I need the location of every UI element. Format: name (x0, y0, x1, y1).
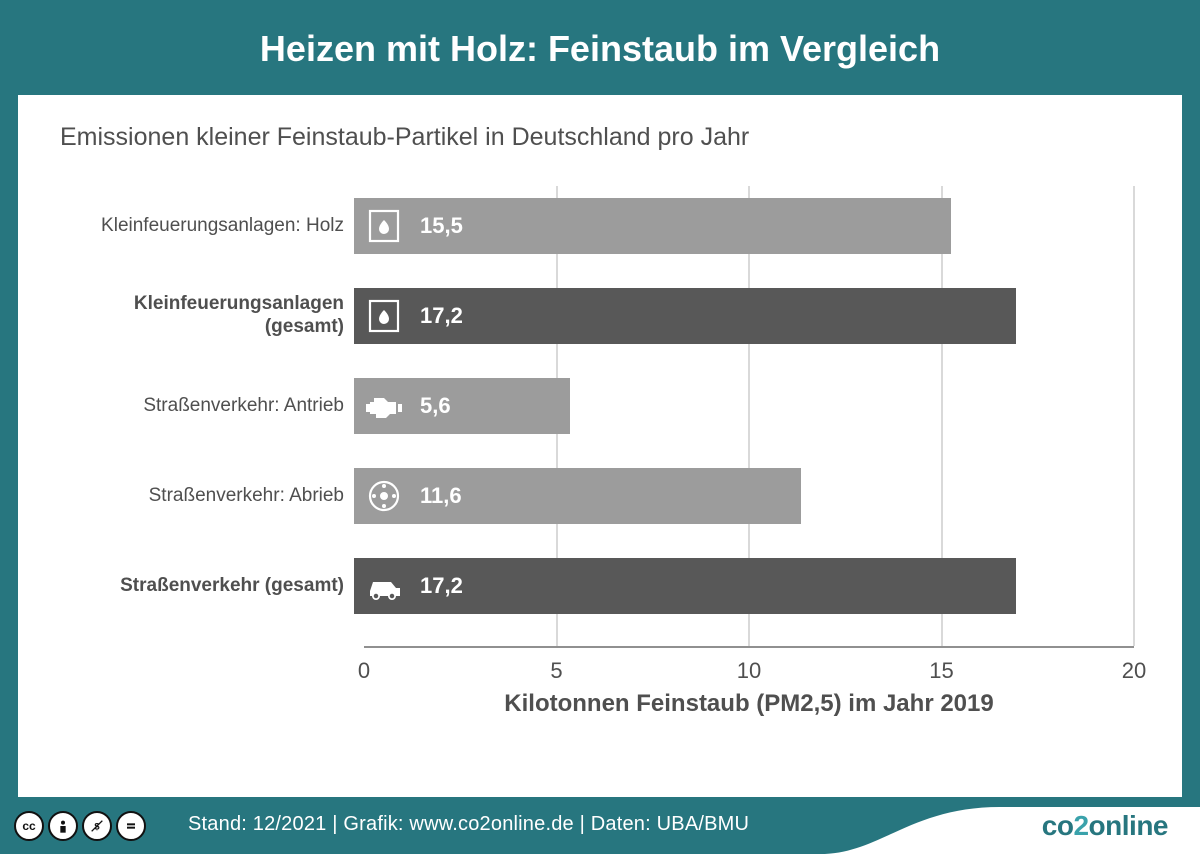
category-label: Straßenverkehr (gesamt) (64, 575, 354, 598)
title-bar: Heizen mit Holz: Feinstaub im Vergleich (3, 3, 1197, 95)
page-title: Heizen mit Holz: Feinstaub im Vergleich (260, 28, 940, 70)
category-label: Kleinfeuerungsanlagen (gesamt) (64, 293, 354, 339)
chart-card: Emissionen kleiner Feinstaub-Partikel in… (18, 95, 1182, 797)
nc-icon: $ (82, 811, 112, 841)
bar: 15,5 (354, 198, 951, 254)
bar: 5,6 (354, 378, 570, 434)
bar-row: Kleinfeuerungsanlagen: Holz 15,5 (64, 198, 1134, 254)
bar-row: Straßenverkehr: Abrieb 11,6 (64, 468, 1134, 524)
engine-icon (362, 384, 406, 428)
plot-area: 05101520Kleinfeuerungsanlagen: Holz15,5K… (364, 186, 1134, 706)
fireplace-icon (362, 294, 406, 338)
bar-row: Straßenverkehr: Antrieb 5,6 (64, 378, 1134, 434)
x-axis-title: Kilotonnen Feinstaub (PM2,5) im Jahr 201… (364, 690, 1134, 718)
category-label: Straßenverkehr: Abrieb (64, 485, 354, 508)
bar-value-label: 17,2 (420, 303, 463, 329)
bar-value-label: 5,6 (420, 393, 451, 419)
plot-wrap: 05101520Kleinfeuerungsanlagen: Holz15,5K… (64, 186, 1144, 706)
cc-icon: cc (14, 811, 44, 841)
x-tick-label: 10 (737, 658, 761, 684)
category-label: Straßenverkehr: Antrieb (64, 395, 354, 418)
bar-value-label: 11,6 (420, 483, 462, 509)
footer-text: Stand: 12/2021 | Grafik: www.co2online.d… (188, 813, 749, 836)
infographic-frame: Heizen mit Holz: Feinstaub im Vergleich … (0, 0, 1200, 854)
license-badges: cc $ (14, 811, 146, 841)
bar: 17,2 (354, 288, 1016, 344)
nd-icon (116, 811, 146, 841)
x-tick-label: 15 (929, 658, 953, 684)
brand-text-2: 2 (1073, 810, 1088, 841)
x-axis-baseline (364, 646, 1134, 648)
chart-subtitle: Emissionen kleiner Feinstaub-Partikel in… (60, 123, 1146, 152)
fireplace-icon (362, 204, 406, 248)
footer-bar: cc $ Stand: 12/2021 | Grafik: www.co2onl… (0, 799, 1200, 854)
brand-text-co: co (1042, 810, 1074, 841)
wheel-icon (362, 474, 406, 518)
category-label: Kleinfeuerungsanlagen: Holz (64, 215, 354, 238)
bar-row: Straßenverkehr (gesamt) 17,2 (64, 558, 1134, 614)
x-tick-label: 5 (550, 658, 562, 684)
bar-row: Kleinfeuerungsanlagen (gesamt) 17,2 (64, 288, 1134, 344)
x-tick-label: 20 (1122, 658, 1146, 684)
bar-value-label: 15,5 (420, 213, 463, 239)
bar-value-label: 17,2 (420, 573, 463, 599)
by-icon (48, 811, 78, 841)
brand-logo: co2online (1042, 810, 1168, 842)
x-tick-label: 0 (358, 658, 370, 684)
car-icon (362, 564, 406, 608)
bar: 11,6 (354, 468, 801, 524)
brand-text-online: online (1089, 810, 1168, 841)
bar: 17,2 (354, 558, 1016, 614)
